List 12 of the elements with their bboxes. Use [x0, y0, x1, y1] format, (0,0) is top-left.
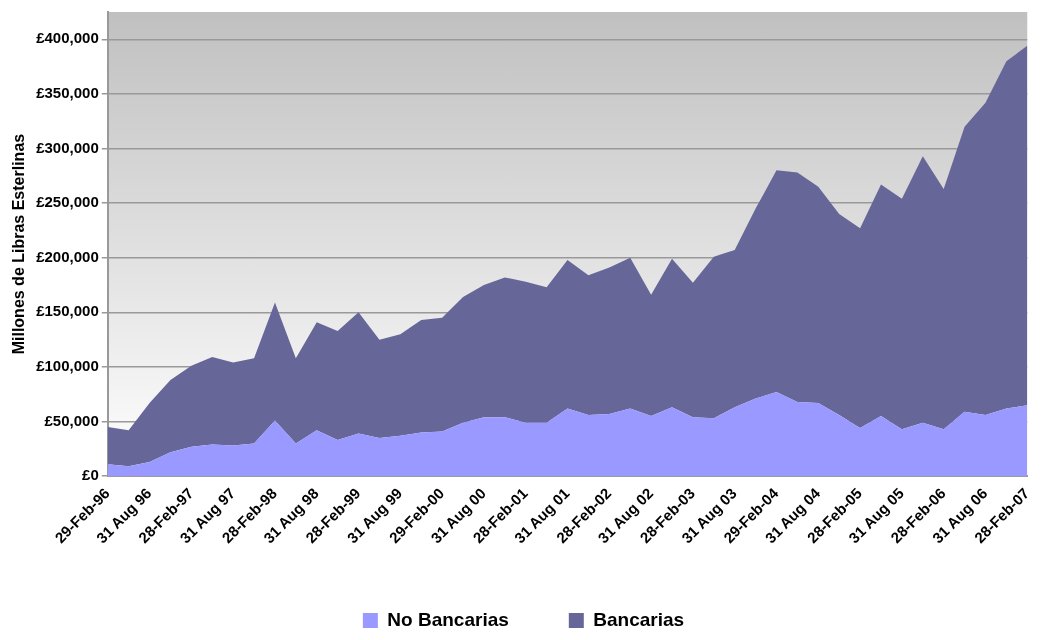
- y-tick-label: £250,000: [36, 193, 99, 211]
- legend-label: Bancarias: [593, 608, 685, 630]
- y-tick-label: £200,000: [36, 247, 99, 265]
- y-tick-label: £0: [82, 466, 99, 484]
- y-tick-label: £50,000: [44, 411, 99, 429]
- y-axis-title: Millones de Libras Esterlinas: [10, 133, 28, 355]
- y-tick-label: £400,000: [36, 29, 99, 47]
- y-tick-label: £350,000: [36, 84, 99, 102]
- y-tick-label: £300,000: [36, 138, 99, 156]
- y-tick-label: £150,000: [36, 302, 99, 320]
- legend-label: No Bancarias: [387, 608, 509, 630]
- y-tick-label: £100,000: [36, 357, 99, 375]
